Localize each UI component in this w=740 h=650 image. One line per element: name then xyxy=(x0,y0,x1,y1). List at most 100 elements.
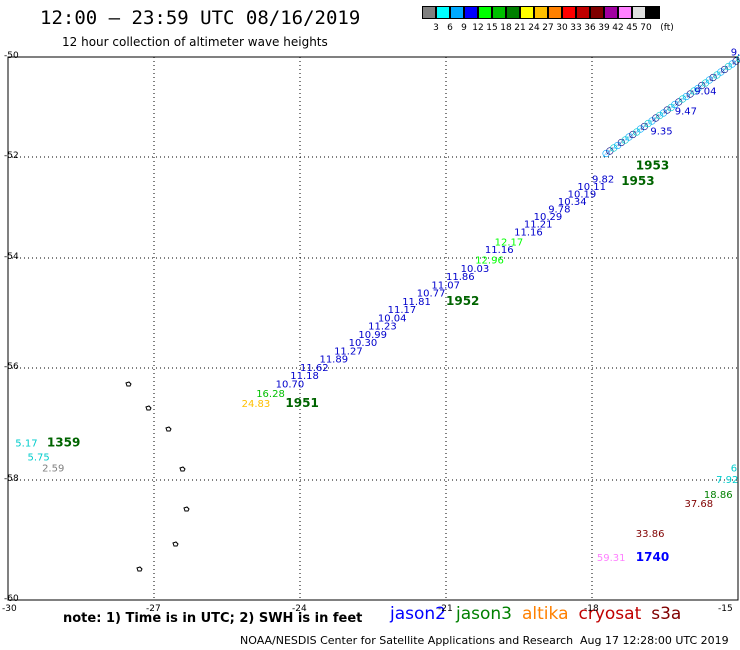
wave-height-label: 11.17 xyxy=(388,305,417,316)
wave-height-label: 1953 xyxy=(636,159,669,173)
wave-height-label: 9.35 xyxy=(650,127,672,138)
legend-swatch xyxy=(632,6,646,19)
legend-swatch xyxy=(576,6,590,19)
map-frame xyxy=(7,56,739,601)
legend-unit: (ft) xyxy=(660,23,674,33)
legend-label: 24 xyxy=(528,23,540,33)
lon-label: -21 xyxy=(438,604,453,614)
map-title: 12:00 – 23:59 UTC 08/16/2019 xyxy=(40,7,361,29)
legend-swatch xyxy=(548,6,562,19)
wave-height-label: 59.31 xyxy=(597,553,626,564)
footnote: note: 1) Time is in UTC; 2) SWH is in fe… xyxy=(63,611,363,626)
legend-swatch xyxy=(506,6,520,19)
map-subtitle: 12 hour collection of altimeter wave hei… xyxy=(62,35,328,49)
lat-label: -56 xyxy=(4,362,19,372)
legend-swatch xyxy=(520,6,534,19)
legend-label: 36 xyxy=(584,23,596,33)
satellite-jason3: jason3 xyxy=(456,604,512,624)
wave-height-label: 5.17 xyxy=(15,438,37,449)
wave-height-label: 24.83 xyxy=(242,399,271,410)
legend-swatch xyxy=(478,6,492,19)
legend-label: 39 xyxy=(598,23,610,33)
legend-label: 9 xyxy=(461,23,467,33)
track-marker: ∅ xyxy=(632,127,641,138)
wave-height-label: 10.29 xyxy=(534,212,563,223)
track-marker: ∅ xyxy=(694,84,703,95)
wave-height-label: 11.27 xyxy=(334,346,363,357)
lon-label: -27 xyxy=(146,604,161,614)
track-marker: ∅ xyxy=(720,65,729,76)
wave-height-label: 1740 xyxy=(636,550,669,564)
satellite-jason2: jason2 xyxy=(390,604,446,624)
track-marker: ∅ xyxy=(667,103,676,114)
satellite-cryosat: cryosat xyxy=(578,604,642,624)
wave-height-label: 9.2 xyxy=(731,48,740,59)
wave-height-label: 1359 xyxy=(47,435,80,449)
wave-height-label: 11.18 xyxy=(290,371,319,382)
track-marker: ∅ xyxy=(602,149,611,160)
wave-height-label: 10.34 xyxy=(558,197,587,208)
satellite-s3a: s3a xyxy=(651,604,682,624)
legend-label: 15 xyxy=(486,23,498,33)
wave-height-label: 12.17 xyxy=(495,237,524,248)
track-marker: ∅ xyxy=(625,133,634,144)
legend-swatch xyxy=(618,6,632,19)
track-marker: ∅ xyxy=(701,78,710,89)
track-marker: ∅ xyxy=(705,76,714,87)
legend-label: 42 xyxy=(612,23,624,33)
track-marker: ∅ xyxy=(690,87,699,98)
wave-height-label: 37.68 xyxy=(684,499,713,510)
track-marker: ∅ xyxy=(678,95,687,106)
island-outline xyxy=(136,566,143,572)
wave-height-label: 11.07 xyxy=(431,280,460,291)
wave-height-label: 10.99 xyxy=(358,330,387,341)
wave-height-label: 11.81 xyxy=(402,297,431,308)
wave-height-label: 10.03 xyxy=(461,264,490,275)
wave-height-label: 7.92 xyxy=(716,475,738,486)
track-marker: ∅ xyxy=(671,100,680,111)
legend-swatch xyxy=(422,6,436,19)
wave-height-label: 33.86 xyxy=(636,529,665,540)
legend-swatch xyxy=(464,6,478,19)
legend-label: 45 xyxy=(626,23,638,33)
wave-height-label: 11.89 xyxy=(319,355,348,366)
track-marker: ∅ xyxy=(648,116,657,127)
legend-swatch xyxy=(604,6,618,19)
lon-label: -24 xyxy=(292,604,307,614)
legend-label: 30 xyxy=(556,23,568,33)
lat-label: -50 xyxy=(4,51,19,61)
track-marker: ∅ xyxy=(724,62,733,73)
credit-timestamp: Aug 17 12:28:00 UTC 2019 xyxy=(580,634,729,647)
legend-swatch xyxy=(436,6,450,19)
wave-height-label: 9.78 xyxy=(548,205,570,216)
credit-text: NOAA/NESDIS Center for Satellite Applica… xyxy=(240,634,574,647)
lon-label: -15 xyxy=(718,604,733,614)
lon-label: -30 xyxy=(2,604,17,614)
track-marker: ∅ xyxy=(659,108,668,119)
wave-height-label: 5.75 xyxy=(27,452,49,463)
legend-swatch xyxy=(562,6,576,19)
track-marker: ∅ xyxy=(651,114,660,125)
track-marker: ∅ xyxy=(663,106,672,117)
track-marker: ∅ xyxy=(732,57,740,68)
legend-label: 3 xyxy=(433,23,439,33)
wave-height-label: 2.59 xyxy=(42,464,64,475)
wave-height-label: 10.04 xyxy=(378,313,407,324)
legend-swatch xyxy=(534,6,548,19)
wave-height-label: 16.28 xyxy=(256,389,285,400)
track-marker: ∅ xyxy=(629,130,638,141)
legend-label: 21 xyxy=(514,23,526,33)
track-marker: ∅ xyxy=(674,97,683,108)
track-marker: ∅ xyxy=(609,144,618,155)
wave-height-label: 1951 xyxy=(285,396,318,410)
wave-height-label: 10.11 xyxy=(577,182,606,193)
lat-label: -60 xyxy=(4,594,19,604)
island-outline xyxy=(165,426,172,432)
track-marker: ∅ xyxy=(686,89,695,100)
wave-height-label: 1953 xyxy=(621,174,654,188)
wave-height-label: 11.62 xyxy=(300,363,329,374)
wave-height-label: 11.86 xyxy=(446,272,475,283)
legend-label: 6 xyxy=(447,23,453,33)
satellite-legend: jason2 jason3 altika cryosat s3a xyxy=(390,604,691,624)
track-marker: ∅ xyxy=(640,122,649,133)
